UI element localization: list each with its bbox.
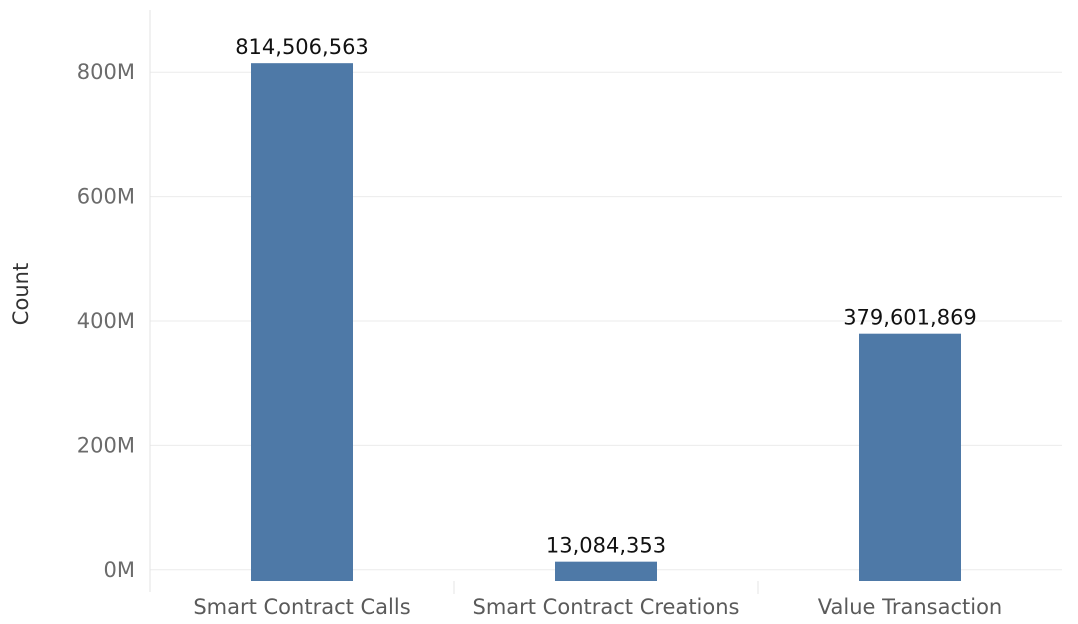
y-tick-label: 800M <box>77 60 135 84</box>
bar <box>555 561 657 581</box>
bar <box>859 333 961 581</box>
category-dividers <box>149 10 759 594</box>
bar-value-label: 13,084,353 <box>546 534 666 558</box>
x-category-label: Smart Contract Creations <box>472 595 739 619</box>
y-tick-label: 0M <box>104 558 135 582</box>
bars <box>251 63 961 581</box>
bar <box>251 63 353 581</box>
bar-value-label: 379,601,869 <box>843 306 977 330</box>
y-axis-title: Count <box>9 263 33 325</box>
y-tick-label: 600M <box>77 185 135 209</box>
y-tick-label: 400M <box>77 309 135 333</box>
bar-value-label: 814,506,563 <box>235 35 369 59</box>
x-category-label: Value Transaction <box>818 595 1002 619</box>
x-category-label: Smart Contract Calls <box>193 595 410 619</box>
y-tick-label: 200M <box>77 433 135 457</box>
x-axis-categories: Smart Contract Calls Smart Contract Creat… <box>193 595 1002 619</box>
bar-value-labels: 814,506,563 13,084,353 379,601,869 <box>235 35 977 557</box>
y-axis-ticks: 0M 200M 400M 600M 800M <box>77 60 135 582</box>
